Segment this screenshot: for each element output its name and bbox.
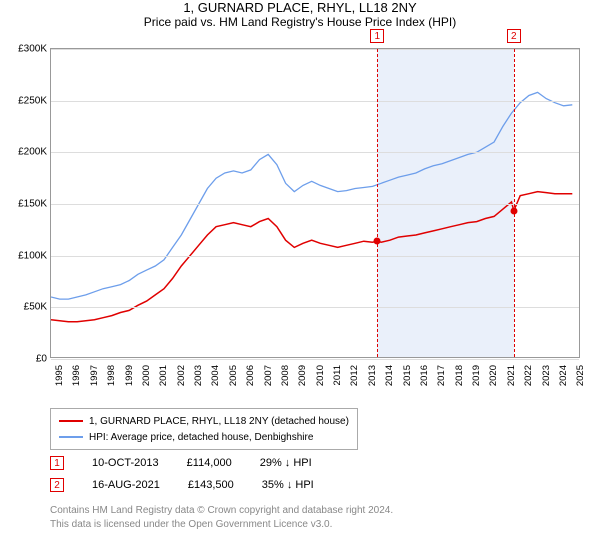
- x-axis-label: 2018: [454, 365, 465, 386]
- event-marker: 2: [507, 29, 521, 43]
- x-axis-label: 2001: [158, 365, 169, 386]
- plot-region: £0£50K£100K£150K£200K£250K£300K199519961…: [50, 48, 580, 358]
- sale-marker: 2: [50, 478, 64, 492]
- x-axis-label: 2015: [402, 365, 413, 386]
- chart-container: 1, GURNARD PLACE, RHYL, LL18 2NY Price p…: [0, 0, 600, 560]
- gridline: [51, 204, 579, 205]
- legend-box: 1, GURNARD PLACE, RHYL, LL18 2NY (detach…: [50, 408, 358, 450]
- sale-price: £114,000: [187, 457, 232, 469]
- legend-label: 1, GURNARD PLACE, RHYL, LL18 2NY (detach…: [89, 416, 349, 427]
- sale-price: £143,500: [188, 479, 234, 491]
- x-axis-label: 2005: [228, 365, 239, 386]
- chart-area: £0£50K£100K£150K£200K£250K£300K199519961…: [50, 48, 580, 358]
- series-hpi: [51, 92, 572, 299]
- x-axis-label: 2020: [488, 365, 499, 386]
- sale-row: 1 10-OCT-2013 £114,000 29% ↓ HPI: [50, 452, 314, 474]
- legend-label: HPI: Average price, detached house, Denb…: [89, 432, 313, 443]
- y-axis-label: £50K: [3, 302, 47, 313]
- legend-swatch: [59, 420, 83, 422]
- gridline: [51, 49, 579, 50]
- x-axis-label: 1996: [71, 365, 82, 386]
- x-axis-label: 1998: [106, 365, 117, 386]
- y-axis-label: £150K: [3, 199, 47, 210]
- y-axis-label: £250K: [3, 95, 47, 106]
- y-axis-label: £300K: [3, 44, 47, 55]
- x-axis-label: 2004: [210, 365, 221, 386]
- legend-item-hpi: HPI: Average price, detached house, Denb…: [59, 429, 349, 445]
- footer-attribution: Contains HM Land Registry data © Crown c…: [50, 504, 393, 531]
- chart-title: 1, GURNARD PLACE, RHYL, LL18 2NY: [0, 0, 600, 15]
- x-axis-label: 2009: [297, 365, 308, 386]
- x-axis-label: 2003: [193, 365, 204, 386]
- x-axis-label: 2002: [176, 365, 187, 386]
- x-axis-label: 1995: [54, 365, 65, 386]
- x-axis-label: 2023: [541, 365, 552, 386]
- x-axis-label: 2008: [280, 365, 291, 386]
- x-axis-label: 1999: [124, 365, 135, 386]
- x-axis-label: 2025: [575, 365, 586, 386]
- x-axis-label: 2014: [384, 365, 395, 386]
- y-axis-label: £0: [3, 354, 47, 365]
- x-axis-label: 2011: [332, 365, 343, 385]
- sale-marker: 1: [50, 456, 64, 470]
- x-axis-label: 2016: [419, 365, 430, 386]
- gridline: [51, 359, 579, 360]
- event-line: [514, 49, 515, 357]
- gridline: [51, 101, 579, 102]
- y-axis-label: £100K: [3, 250, 47, 261]
- sale-point: [510, 207, 517, 214]
- x-axis-label: 2019: [471, 365, 482, 386]
- sales-table: 1 10-OCT-2013 £114,000 29% ↓ HPI 2 16-AU…: [50, 452, 314, 496]
- x-axis-label: 2012: [349, 365, 360, 386]
- event-line: [377, 49, 378, 357]
- x-axis-label: 2000: [141, 365, 152, 386]
- footer-line: Contains HM Land Registry data © Crown c…: [50, 504, 393, 518]
- event-marker: 1: [370, 29, 384, 43]
- sale-delta: 35% ↓ HPI: [262, 479, 314, 491]
- x-axis-label: 2017: [436, 365, 447, 386]
- sale-delta: 29% ↓ HPI: [260, 457, 312, 469]
- sale-date: 10-OCT-2013: [92, 457, 159, 469]
- x-axis-label: 2021: [506, 365, 517, 386]
- x-axis-label: 2006: [245, 365, 256, 386]
- gridline: [51, 256, 579, 257]
- gridline: [51, 152, 579, 153]
- footer-line: This data is licensed under the Open Gov…: [50, 518, 393, 532]
- series-property_price: [51, 192, 572, 322]
- legend-item-property: 1, GURNARD PLACE, RHYL, LL18 2NY (detach…: [59, 413, 349, 429]
- legend-swatch: [59, 436, 83, 438]
- x-axis-label: 2007: [263, 365, 274, 386]
- sale-point: [374, 238, 381, 245]
- x-axis-label: 2024: [558, 365, 569, 386]
- x-axis-label: 2022: [523, 365, 534, 386]
- gridline: [51, 307, 579, 308]
- sale-row: 2 16-AUG-2021 £143,500 35% ↓ HPI: [50, 474, 314, 496]
- x-axis-label: 2010: [315, 365, 326, 386]
- x-axis-label: 2013: [367, 365, 378, 386]
- x-axis-label: 1997: [89, 365, 100, 386]
- y-axis-label: £200K: [3, 147, 47, 158]
- sale-date: 16-AUG-2021: [92, 479, 160, 491]
- chart-subtitle: Price paid vs. HM Land Registry's House …: [0, 15, 600, 29]
